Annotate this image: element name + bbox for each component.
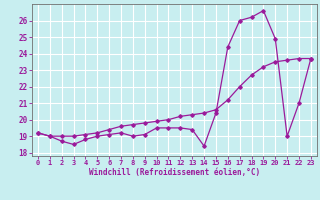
- X-axis label: Windchill (Refroidissement éolien,°C): Windchill (Refroidissement éolien,°C): [89, 168, 260, 177]
